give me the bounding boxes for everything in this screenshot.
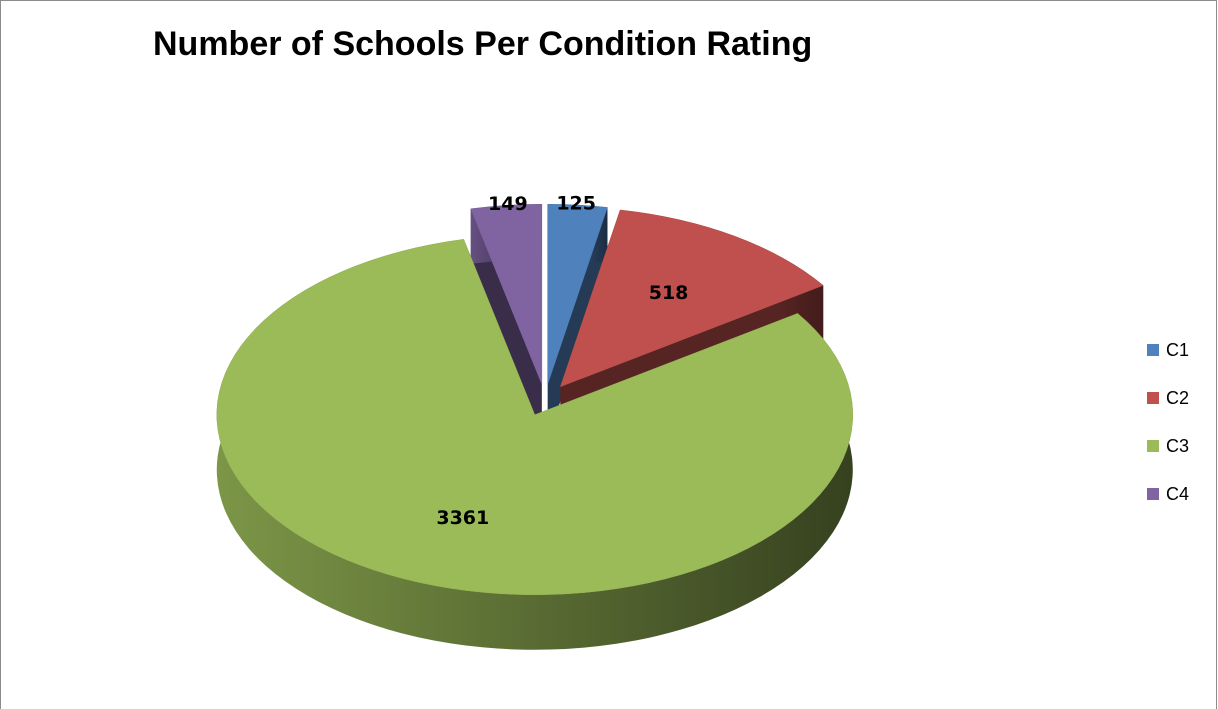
data-label: 518 (649, 282, 689, 304)
data-label: 149 (488, 193, 528, 215)
legend-swatch (1147, 440, 1159, 452)
legend-swatch (1147, 392, 1159, 404)
legend-label: C1 (1166, 340, 1189, 360)
legend-label: C3 (1166, 436, 1189, 456)
legend-swatch (1147, 344, 1159, 356)
slice (547, 203, 608, 385)
slice (559, 209, 824, 388)
slice (216, 239, 854, 595)
legend-swatch (1147, 488, 1159, 500)
slice-wall (470, 208, 542, 440)
slice (470, 204, 543, 385)
legend-label: C4 (1166, 484, 1189, 504)
data-label: 3361 (436, 507, 489, 529)
legend-label: C2 (1166, 388, 1189, 408)
data-label: 125 (556, 192, 596, 214)
chart-title: Number of Schools Per Condition Rating (153, 25, 812, 63)
